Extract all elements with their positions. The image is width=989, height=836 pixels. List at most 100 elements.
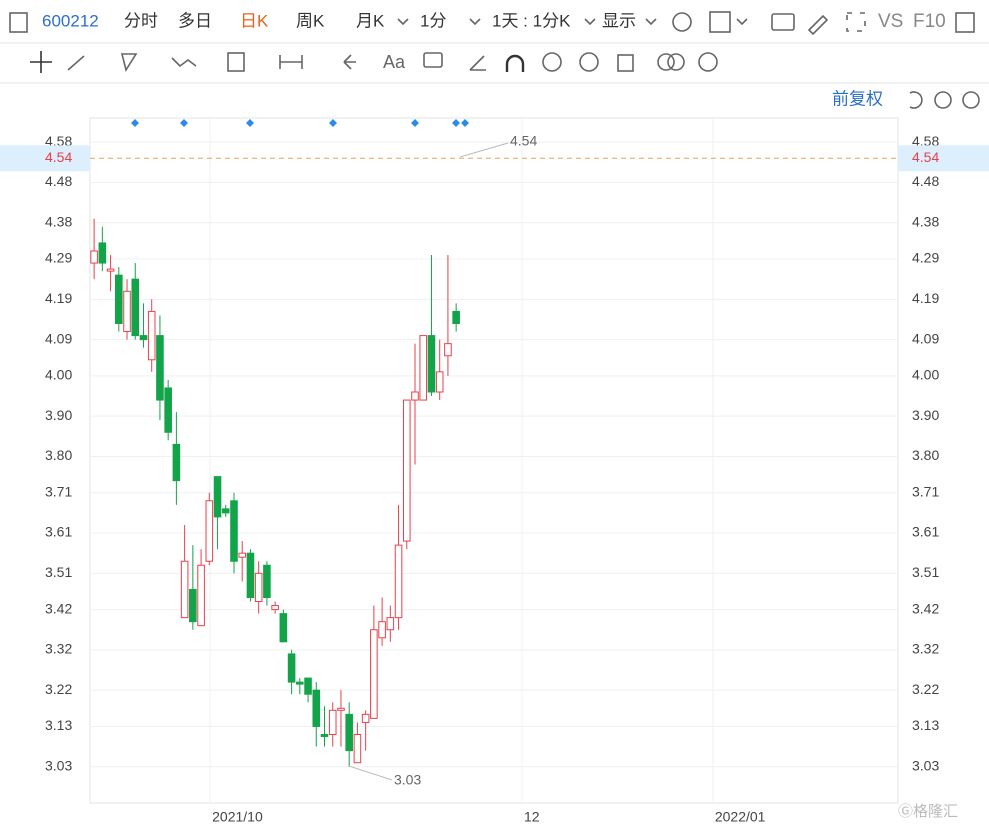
event-marker[interactable] bbox=[329, 119, 337, 127]
measure-tool[interactable] bbox=[279, 55, 303, 69]
y-tick-label: 3.51 bbox=[912, 564, 939, 580]
panel-icon[interactable] bbox=[9, 12, 28, 33]
magnet-tool[interactable] bbox=[505, 54, 525, 72]
candle-body bbox=[221, 508, 230, 514]
candle-body bbox=[402, 399, 411, 542]
camera-icon[interactable] bbox=[771, 13, 795, 31]
candle-body bbox=[427, 335, 436, 393]
undo-icon[interactable] bbox=[909, 91, 923, 109]
tab[interactable]: 月K bbox=[356, 11, 385, 30]
tab-active[interactable]: 日K bbox=[240, 11, 269, 30]
y-tick-label: 3.42 bbox=[45, 600, 72, 616]
event-marker[interactable] bbox=[461, 119, 469, 127]
y-tick-label: 4.09 bbox=[912, 330, 939, 346]
price-highlight bbox=[0, 145, 90, 172]
y-tick-label: 4.38 bbox=[912, 213, 939, 229]
candle-body bbox=[98, 242, 107, 264]
move-tool[interactable] bbox=[30, 51, 52, 73]
f10-button[interactable]: F10 bbox=[913, 11, 946, 32]
candle-body bbox=[444, 343, 452, 357]
candle-body bbox=[411, 391, 419, 401]
compare-icon[interactable] bbox=[657, 53, 675, 71]
last-price-label: 4.54 bbox=[45, 149, 72, 165]
color-icon[interactable] bbox=[709, 11, 731, 33]
delete-tool[interactable] bbox=[617, 54, 634, 72]
text-tool[interactable]: Aa bbox=[383, 52, 406, 72]
tab[interactable]: 1分 bbox=[420, 11, 446, 30]
candle-body bbox=[337, 707, 345, 711]
event-markers bbox=[131, 119, 469, 127]
annotation-leader bbox=[459, 142, 509, 158]
candle-body bbox=[361, 713, 370, 723]
candle-body bbox=[156, 335, 164, 401]
vs-button[interactable]: VS bbox=[878, 11, 903, 32]
candle-body bbox=[197, 564, 205, 627]
candle-body bbox=[189, 588, 197, 623]
candle-body bbox=[115, 274, 123, 325]
event-marker[interactable] bbox=[180, 119, 188, 127]
zoom-out[interactable] bbox=[934, 91, 952, 109]
note-tool[interactable] bbox=[423, 52, 443, 68]
dropdown-arrow bbox=[469, 18, 481, 26]
y-tick-label: 4.19 bbox=[45, 290, 72, 306]
panel-icon[interactable] bbox=[955, 12, 975, 33]
adjust-mode[interactable]: 前复权 bbox=[832, 89, 883, 108]
y-tick-label: 3.80 bbox=[912, 447, 939, 463]
stock-code: 600212 bbox=[42, 11, 99, 30]
fib-tool[interactable] bbox=[227, 52, 245, 72]
dropdown-arrow bbox=[645, 18, 657, 26]
candle-body bbox=[378, 621, 386, 639]
event-marker[interactable] bbox=[452, 119, 460, 127]
compare-icon[interactable] bbox=[667, 53, 685, 71]
fullscreen-icon[interactable] bbox=[846, 12, 866, 32]
tab[interactable]: 分时 bbox=[124, 11, 158, 30]
tab[interactable]: 周K bbox=[296, 11, 325, 30]
y-tick-label: 3.90 bbox=[912, 407, 939, 423]
tab[interactable]: 多日 bbox=[178, 11, 212, 30]
y-tick-label: 4.00 bbox=[912, 367, 939, 383]
event-marker[interactable] bbox=[246, 119, 254, 127]
settings-icon[interactable] bbox=[672, 12, 692, 32]
annotation-leader bbox=[348, 765, 393, 781]
x-tick-label: 2022/01 bbox=[715, 809, 766, 825]
candle-body bbox=[180, 560, 189, 619]
candle-body bbox=[419, 335, 428, 401]
settings-icon[interactable] bbox=[698, 52, 718, 72]
zoom-in[interactable] bbox=[962, 91, 980, 109]
y-tick-label: 3.71 bbox=[912, 483, 939, 499]
candle-body bbox=[394, 544, 403, 619]
candle-body bbox=[353, 734, 362, 764]
candle-body bbox=[435, 371, 444, 393]
y-tick-label: 3.03 bbox=[912, 757, 939, 773]
y-tick-label: 3.61 bbox=[45, 524, 72, 540]
candle-body bbox=[131, 278, 140, 337]
wave-tool[interactable] bbox=[171, 57, 197, 68]
shape-tool[interactable] bbox=[120, 53, 138, 73]
x-tick-label: 2021/10 bbox=[212, 809, 263, 825]
candle-body bbox=[147, 310, 156, 361]
candle-body bbox=[279, 613, 288, 643]
event-marker[interactable] bbox=[411, 119, 419, 127]
y-tick-label: 3.90 bbox=[45, 407, 72, 423]
display-select[interactable]: 显示 bbox=[602, 11, 636, 30]
y-tick-label: 4.58 bbox=[45, 133, 72, 149]
candle-body bbox=[370, 629, 378, 719]
candle-body bbox=[205, 500, 214, 562]
arrow-tool[interactable] bbox=[343, 54, 356, 70]
candle-body bbox=[254, 572, 263, 603]
y-tick-label: 3.03 bbox=[45, 757, 72, 773]
hide-tool[interactable] bbox=[579, 52, 599, 72]
y-tick-label: 4.48 bbox=[912, 173, 939, 189]
pen-icon[interactable] bbox=[807, 14, 829, 36]
dropdown-arrow bbox=[397, 18, 409, 26]
candle-body bbox=[386, 617, 395, 631]
period-select[interactable]: 1天 : 1分K bbox=[492, 11, 571, 30]
lock-tool[interactable] bbox=[542, 52, 562, 72]
candle-body bbox=[320, 734, 329, 738]
candle-body bbox=[328, 709, 337, 736]
y-tick-label: 4.29 bbox=[45, 250, 72, 266]
angle-tool[interactable] bbox=[469, 55, 486, 71]
line-tool[interactable] bbox=[67, 55, 85, 71]
event-marker[interactable] bbox=[131, 119, 139, 127]
candle-body bbox=[213, 476, 222, 518]
